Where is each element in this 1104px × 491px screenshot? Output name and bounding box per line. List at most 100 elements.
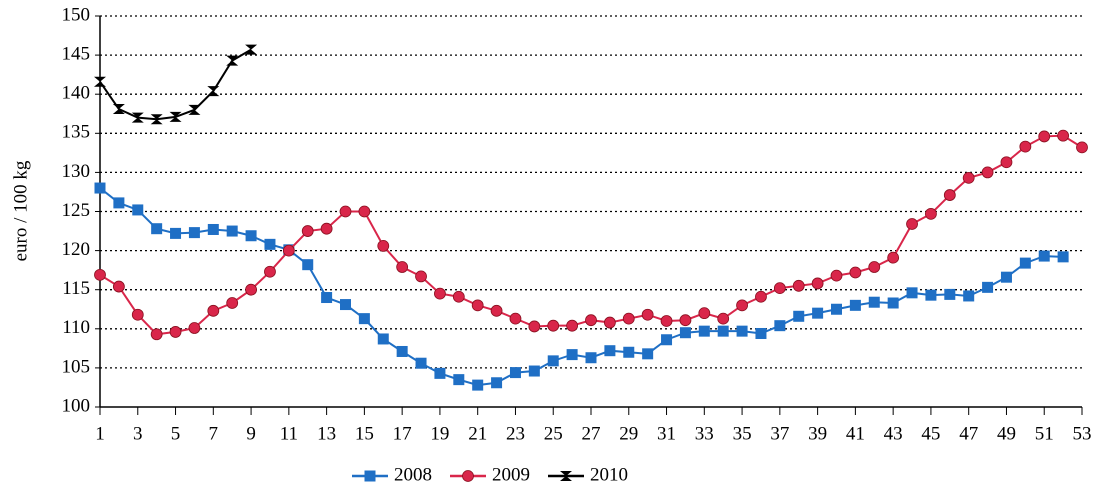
legend-marker	[462, 470, 474, 482]
point	[698, 325, 710, 337]
point	[453, 374, 465, 386]
legend-label: 2008	[394, 464, 432, 485]
legend-label: 2009	[492, 464, 530, 485]
point	[207, 86, 220, 97]
x-tick-label: 39	[808, 423, 827, 444]
point	[471, 299, 484, 312]
point	[1019, 257, 1031, 269]
point	[849, 299, 861, 311]
point	[396, 345, 408, 357]
series-line	[99, 187, 1064, 387]
point	[925, 289, 937, 301]
x-tick-label: 45	[921, 423, 940, 444]
x-tick-label: 23	[506, 423, 525, 444]
point	[169, 111, 182, 122]
point	[566, 319, 579, 332]
point	[509, 312, 522, 325]
point	[604, 345, 616, 357]
point	[944, 288, 956, 300]
point	[490, 304, 503, 317]
point	[226, 297, 239, 309]
point	[434, 367, 446, 379]
point	[679, 327, 691, 339]
point	[1038, 130, 1051, 143]
y-tick-label: 100	[62, 395, 91, 416]
point	[1076, 141, 1088, 154]
x-tick-label: 53	[1073, 423, 1092, 444]
point	[509, 367, 521, 379]
point	[132, 204, 144, 216]
point	[491, 377, 503, 389]
point	[415, 357, 427, 369]
y-tick-label: 135	[62, 122, 91, 143]
point	[207, 223, 219, 235]
point	[264, 238, 276, 250]
point	[434, 287, 446, 300]
y-tick-label: 120	[62, 239, 91, 260]
point	[623, 346, 635, 358]
point	[245, 230, 257, 242]
point	[925, 207, 937, 220]
y-tick-label: 145	[62, 43, 91, 64]
point	[868, 296, 880, 308]
point	[812, 307, 824, 319]
point	[528, 365, 540, 377]
point	[831, 303, 842, 315]
y-tick-label: 105	[62, 356, 91, 377]
x-tick-label: 25	[544, 423, 563, 444]
point	[943, 189, 956, 201]
point	[415, 270, 427, 283]
point	[188, 227, 200, 239]
point	[301, 225, 314, 237]
point	[849, 266, 862, 279]
point	[377, 240, 390, 252]
point	[1038, 250, 1050, 262]
y-tick-label: 115	[62, 278, 90, 299]
x-tick-label: 17	[393, 423, 412, 444]
x-tick-label: 27	[582, 423, 601, 444]
legend-marker	[364, 470, 376, 482]
point	[717, 325, 729, 337]
point	[282, 244, 295, 257]
x-tick-label: 47	[959, 423, 978, 444]
point	[982, 281, 994, 293]
point	[226, 225, 238, 237]
x-tick-label: 15	[355, 423, 374, 444]
x-tick-label: 7	[209, 423, 219, 444]
x-tick-label: 51	[1035, 423, 1054, 444]
point	[774, 320, 786, 332]
point	[887, 297, 899, 309]
legend-marker	[560, 471, 572, 481]
point	[528, 320, 541, 333]
point	[793, 310, 805, 322]
x-tick-label: 31	[657, 423, 676, 444]
point	[585, 314, 597, 327]
point	[340, 299, 351, 311]
x-tick-label: 19	[430, 423, 449, 444]
point	[472, 379, 484, 391]
point	[1019, 140, 1032, 153]
point	[150, 328, 163, 341]
x-tick-label: 13	[317, 423, 336, 444]
point	[622, 312, 635, 325]
point	[1057, 129, 1070, 142]
point	[1057, 251, 1069, 263]
point	[264, 265, 276, 278]
legend-label: 2010	[590, 464, 628, 485]
point	[245, 44, 258, 55]
point	[131, 112, 144, 123]
point	[94, 268, 106, 281]
point	[585, 352, 597, 364]
point	[131, 308, 144, 321]
point	[1000, 271, 1012, 283]
point	[321, 292, 333, 304]
x-tick-label: 35	[733, 423, 752, 444]
point	[150, 114, 163, 125]
point	[887, 251, 900, 264]
point	[792, 279, 805, 292]
point	[811, 277, 824, 290]
point	[452, 290, 465, 303]
point	[962, 171, 975, 184]
x-tick-label: 11	[280, 423, 298, 444]
